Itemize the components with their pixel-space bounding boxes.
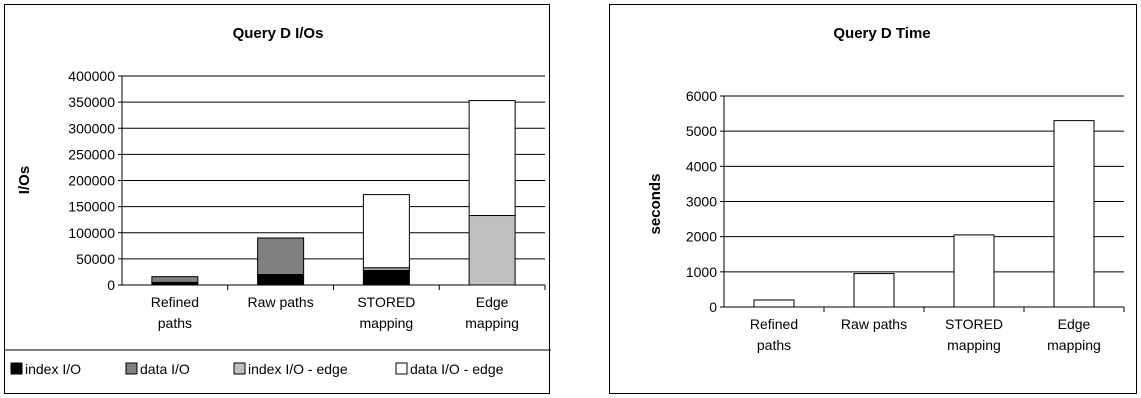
io-x-tick-label: paths <box>158 315 192 331</box>
time-bar-segment <box>853 273 895 308</box>
io-bar-segment <box>257 274 305 286</box>
time-chart-title: Query D Time <box>833 25 930 42</box>
time-y-tick-label: 1000 <box>686 264 717 280</box>
io-bar-segment <box>468 215 516 286</box>
time-x-tick-label: mapping <box>947 337 1001 353</box>
time-x-tick-label: Raw paths <box>841 316 907 332</box>
time-x-tick-label: Refined <box>750 316 798 332</box>
legend-swatch <box>233 362 246 375</box>
io-chart-svg: Query D I/Os 0 50000 100000 150000 200000 2500… <box>5 25 551 377</box>
time-y-axis-label: seconds <box>647 174 664 235</box>
io-y-tick-label: 250000 <box>68 146 115 162</box>
io-y-tick-label: 50000 <box>76 251 115 267</box>
legend-label: data I/O - edge <box>410 361 504 377</box>
io-bar-segment <box>257 237 305 276</box>
io-bar-segment <box>468 100 516 217</box>
io-y-axis-label: I/Os <box>16 166 33 194</box>
time-y-tick-label: 6000 <box>686 88 717 104</box>
io-y-tick-label: 300000 <box>68 120 115 136</box>
io-y-tick-label: 100000 <box>68 225 115 241</box>
chart-panel-time: Query D Time 0 1000 2000 3000 4000 5000 6000 sec… <box>609 4 1137 394</box>
legend-label: index I/O <box>25 361 81 377</box>
legend-swatch <box>395 362 408 375</box>
io-bar-segment <box>362 194 410 269</box>
time-x-tick-label: STORED <box>945 316 1003 332</box>
time-chart-svg: Query D Time 0 1000 2000 3000 4000 5000 6000 sec… <box>647 25 1125 353</box>
time-y-tick-label: 0 <box>709 299 717 315</box>
time-bar-segment <box>953 234 995 308</box>
time-y-tick-label: 5000 <box>686 123 717 139</box>
io-x-tick-label: Refined <box>151 294 199 310</box>
time-y-tick-label: 4000 <box>686 158 717 174</box>
time-y-tick-label: 2000 <box>686 229 717 245</box>
io-x-tick-label: Edge <box>476 294 509 310</box>
legend-label: data I/O <box>140 361 190 377</box>
time-bar-segment <box>1053 120 1095 308</box>
io-y-tick-label: 150000 <box>68 199 115 215</box>
time-x-tick-label: Edge <box>1058 316 1091 332</box>
chart-panel-io: Query D I/Os 0 50000 100000 150000 200000 2500… <box>4 4 551 394</box>
legend-label: index I/O - edge <box>248 361 348 377</box>
time-y-tick-label: 3000 <box>686 194 717 210</box>
io-y-tick-label: 400000 <box>68 68 115 84</box>
io-chart-title: Query D I/Os <box>233 25 324 42</box>
io-y-tick-label: 200000 <box>68 173 115 189</box>
io-bar-segment <box>151 276 199 283</box>
io-bar-segment <box>362 269 410 286</box>
io-x-tick-label: STORED <box>357 294 415 310</box>
time-x-tick-label: mapping <box>1047 337 1101 353</box>
io-x-tick-label: mapping <box>465 315 519 331</box>
legend-swatch <box>125 362 138 375</box>
io-y-tick-label: 0 <box>107 277 115 293</box>
io-y-tick-label: 350000 <box>68 94 115 110</box>
time-bar-segment <box>753 299 795 308</box>
io-x-tick-label: Raw paths <box>248 294 314 310</box>
io-x-tick-label: mapping <box>360 315 414 331</box>
time-x-tick-label: paths <box>757 337 791 353</box>
legend-swatch <box>10 362 23 375</box>
